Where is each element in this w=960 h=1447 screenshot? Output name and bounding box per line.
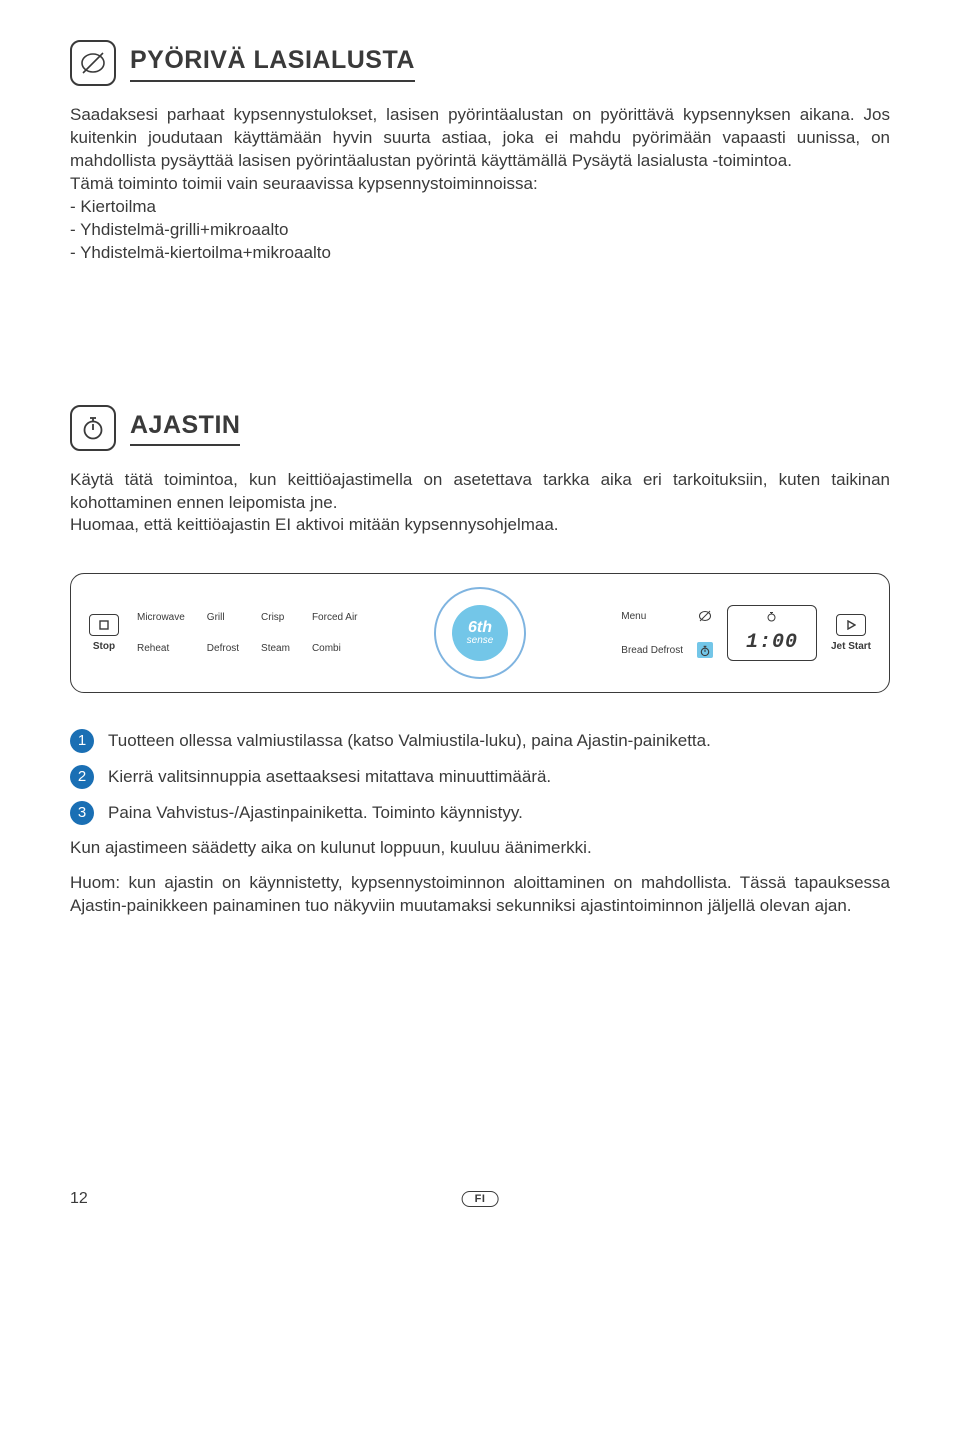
turntable-paragraph-1: Saadaksesi parhaat kypsennystulokset, la… [70,104,890,173]
stop-label: Stop [93,640,115,654]
time-display: 1:00 [727,605,817,661]
menu-label: Menu [621,610,683,624]
dial-bottom-label: sense [467,636,494,646]
fn-defrost: Defrost [207,642,239,656]
fn-grill: Grill [207,611,239,625]
turntable-li-2: - Yhdistelmä-grilli+mikroaalto [70,219,890,242]
turntable-li-1: - Kiertoilma [70,196,890,219]
bread-defrost-label: Bread Defrost [621,644,683,658]
after-paragraph-1: Kun ajastimeen säädetty aika on kulunut … [70,837,890,860]
control-panel: Stop Microwave Grill Crisp Forced Air Re… [70,573,890,693]
step-text-2: Kierrä valitsinnuppia asettaaksesi mitat… [108,765,890,789]
start-label: Jet Start [831,640,871,654]
start-button-group: Jet Start [831,614,871,654]
step-badge-2: 2 [70,765,94,789]
turntable-li-3: - Yhdistelmä-kiertoilma+mikroaalto [70,242,890,265]
dial-top-label: 6th [468,620,492,636]
function-grid: Microwave Grill Crisp Forced Air Reheat … [137,611,358,656]
turntable-icon [70,40,116,86]
panel-left: Stop Microwave Grill Crisp Forced Air Re… [89,611,358,656]
step-badge-3: 3 [70,801,94,825]
fn-crisp: Crisp [261,611,290,625]
display-time-value: 1:00 [746,629,798,656]
step-badge-1: 1 [70,729,94,753]
section-title-timer: AJASTIN [130,409,240,447]
turntable-paragraph-2: Tämä toiminto toimii vain seuraavissa ky… [70,173,890,196]
timer-paragraph-2: Huomaa, että keittiöajastin EI aktivoi m… [70,514,890,537]
stop-button-group: Stop [89,614,119,654]
step-3: 3 Paina Vahvistus-/Ajastinpainiketta. To… [70,801,890,825]
dial-inner: 6th sense [452,605,508,661]
step-text-1: Tuotteen ollessa valmiustilassa (katso V… [108,729,890,753]
language-badge: FI [462,1191,499,1208]
turntable-mini-icon [697,608,713,624]
display-timer-icon [766,611,777,627]
stop-button-icon [89,614,119,636]
panel-right: Menu Bread Defrost 1:00 Jet Start [621,605,871,661]
timer-mini-icon [697,642,713,658]
timer-icon [70,405,116,451]
section-header-timer: AJASTIN [70,405,890,451]
selector-dial: 6th sense [434,587,526,679]
section-header-turntable: PYÖRIVÄ LASIALUSTA [70,40,890,86]
step-text-3: Paina Vahvistus-/Ajastinpainiketta. Toim… [108,801,890,825]
step-2: 2 Kierrä valitsinnuppia asettaaksesi mit… [70,765,890,789]
fn-steam: Steam [261,642,290,656]
page-footer: 12 FI [70,1188,890,1210]
fn-forced-air: Forced Air [312,611,358,625]
fn-reheat: Reheat [137,642,185,656]
menu-grid: Menu Bread Defrost [621,608,713,658]
timer-paragraph-1: Käytä tätä toimintoa, kun keittiöajastim… [70,469,890,515]
fn-microwave: Microwave [137,611,185,625]
step-1: 1 Tuotteen ollessa valmiustilassa (katso… [70,729,890,753]
start-button-icon [836,614,866,636]
page-number: 12 [70,1188,88,1210]
fn-combi: Combi [312,642,358,656]
section-title-turntable: PYÖRIVÄ LASIALUSTA [130,44,415,82]
after-paragraph-2: Huom: kun ajastin on käynnistetty, kypse… [70,872,890,918]
